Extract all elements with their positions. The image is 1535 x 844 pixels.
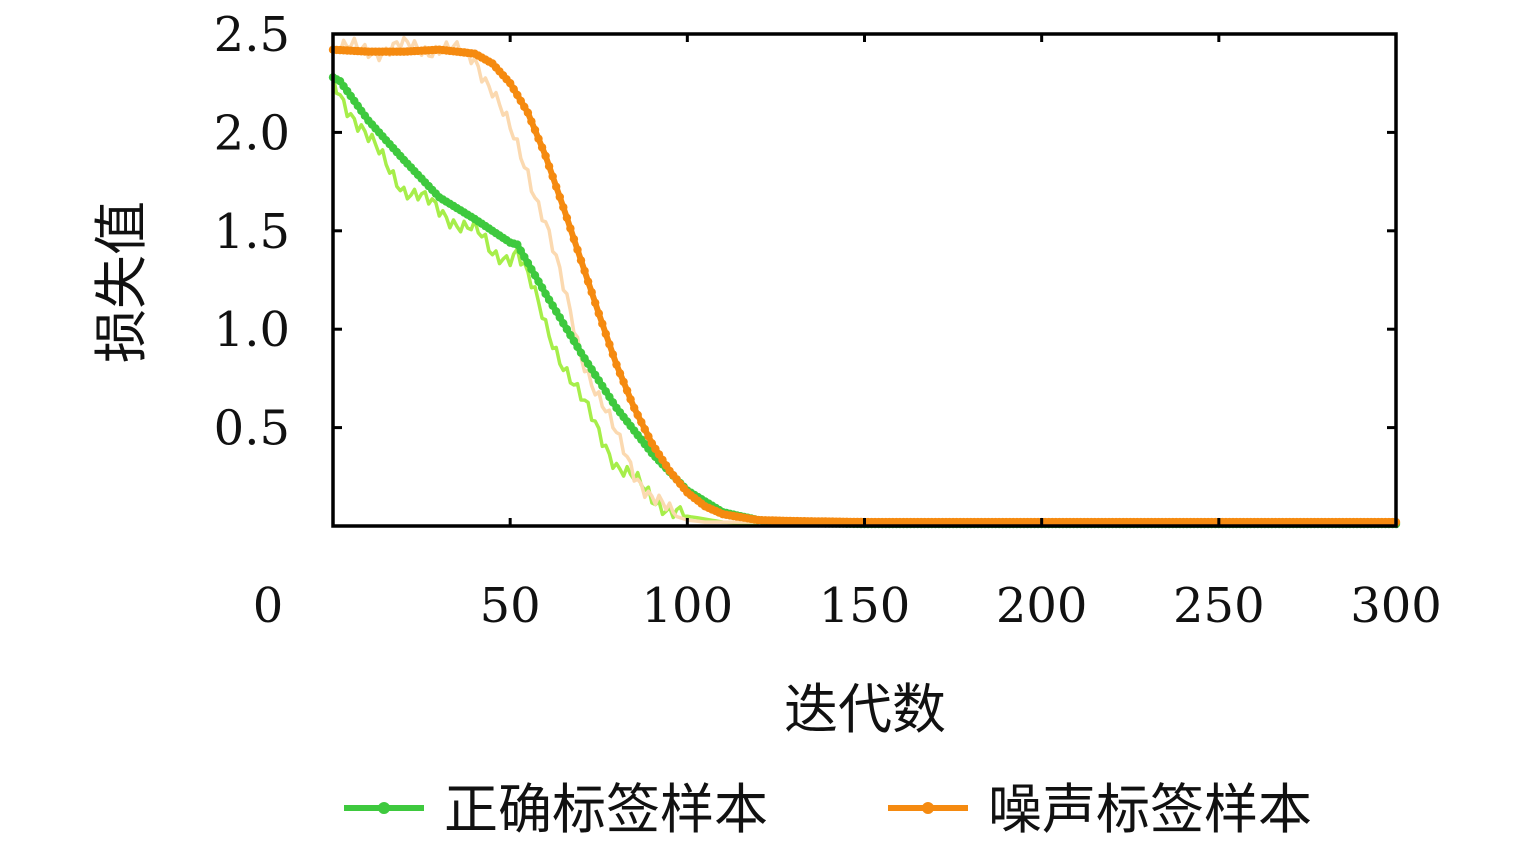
y-tick-label: 0.5 [214, 401, 290, 457]
legend-swatch-marker [378, 802, 390, 814]
y-axis-title: 损失值 [90, 201, 153, 363]
data-point [562, 213, 572, 222]
data-point [544, 162, 554, 171]
data-point [598, 319, 607, 328]
data-point [513, 240, 522, 249]
raw-series-layer [331, 35, 759, 526]
data-point [615, 369, 625, 378]
data-point [640, 425, 649, 434]
legend: 正确标签样本 噪声标签样本 [344, 778, 1312, 841]
data-point [559, 203, 568, 212]
data-point [534, 134, 543, 143]
x-tick-label: 0 [253, 578, 284, 634]
x-tick-label: 250 [1173, 578, 1265, 634]
y-tick-label: 2.5 [214, 7, 290, 63]
x-axis-ticks: 0 50 100 150 200 250 300 [253, 34, 1442, 634]
legend-label: 正确标签样本 [444, 778, 768, 841]
series-group [328, 73, 1401, 529]
x-axis-title: 迭代数 [784, 678, 946, 741]
plot-frame [331, 32, 1398, 528]
data-point [591, 298, 600, 307]
x-tick-label: 50 [480, 578, 541, 634]
raw-series-line [331, 35, 759, 524]
data-point [541, 151, 550, 161]
smoothed-series-layer [328, 45, 1401, 529]
y-axis-ticks: 0.5 1.0 1.5 2.0 2.5 [214, 7, 1396, 457]
data-point [537, 283, 547, 292]
data-point [520, 252, 529, 262]
data-point [534, 277, 543, 286]
data-point [630, 403, 639, 413]
data-point [523, 258, 533, 268]
x-tick-label: 300 [1350, 578, 1442, 634]
series-group [328, 45, 1401, 527]
data-point [637, 417, 646, 427]
y-tick-label: 2.0 [214, 105, 290, 161]
data-point [527, 265, 536, 274]
data-point [555, 192, 564, 202]
data-point [587, 288, 596, 297]
data-point [573, 245, 582, 254]
raw-series-line [331, 74, 759, 526]
data-point [569, 234, 579, 244]
data-point [622, 386, 632, 395]
data-point [619, 377, 628, 387]
data-point [601, 329, 610, 339]
data-point [530, 125, 540, 135]
x-tick-label: 150 [819, 578, 911, 634]
data-point [612, 360, 621, 369]
data-point [583, 277, 593, 286]
legend-swatch-marker [922, 802, 934, 814]
y-tick-label: 1.0 [214, 302, 290, 358]
series-line [332, 46, 1396, 526]
x-tick-label: 100 [642, 578, 734, 634]
data-point [552, 182, 561, 191]
legend-label: 噪声标签样本 [988, 778, 1312, 841]
x-tick-label: 200 [996, 578, 1088, 634]
data-point [580, 266, 589, 276]
data-point [633, 410, 642, 420]
series-line [331, 74, 1396, 527]
y-tick-label: 1.5 [214, 204, 290, 260]
data-point [530, 271, 540, 280]
data-point [608, 350, 618, 359]
data-point [527, 117, 536, 126]
data-point [566, 224, 575, 233]
data-point [516, 246, 525, 255]
data-point [576, 256, 586, 265]
data-point [548, 172, 557, 181]
data-point [523, 108, 533, 117]
data-point [644, 432, 653, 441]
data-point [605, 340, 614, 349]
data-point [537, 143, 547, 152]
data-point [594, 309, 603, 318]
data-point [626, 395, 635, 404]
